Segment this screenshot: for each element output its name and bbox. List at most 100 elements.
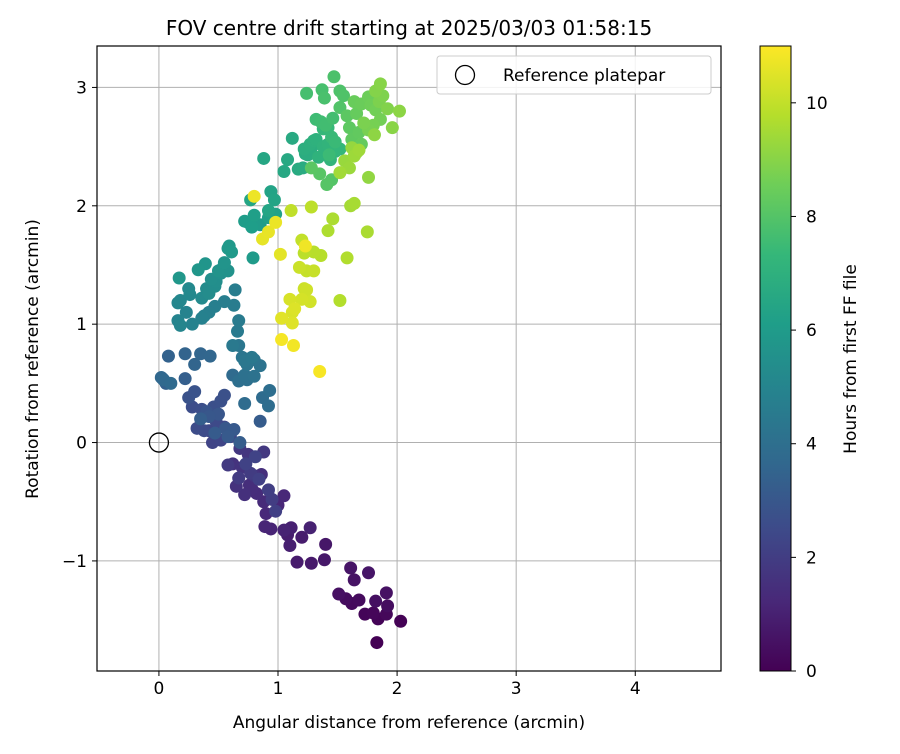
scatter-point	[275, 333, 289, 347]
scatter-point	[172, 271, 186, 285]
colorbar-tick-label: 6	[806, 321, 817, 341]
scatter-point	[173, 318, 187, 332]
scatter-point	[352, 143, 366, 157]
x-axis-label: Angular distance from reference (arcmin)	[233, 713, 585, 733]
scatter-point	[277, 164, 291, 178]
scatter-point	[203, 349, 217, 363]
scatter-point	[178, 347, 192, 361]
y-tick-label: −1	[62, 552, 87, 572]
scatter-point	[226, 338, 240, 352]
scatter-point	[326, 212, 340, 226]
x-tick-label: 2	[392, 679, 403, 699]
scatter-point	[379, 586, 393, 600]
scatter-point	[221, 430, 235, 444]
scatter-point	[217, 388, 231, 402]
colorbar-tick-label: 0	[806, 662, 817, 682]
x-tick-label: 3	[511, 679, 522, 699]
x-tick-label: 1	[273, 679, 284, 699]
colorbar-tick-label: 2	[806, 548, 817, 568]
y-tick-label: 3	[76, 78, 87, 98]
scatter-point	[239, 457, 253, 471]
scatter-point	[352, 593, 366, 607]
scatter-point	[252, 472, 266, 486]
scatter-point	[295, 530, 309, 544]
scatter-point	[288, 302, 302, 316]
scatter-point	[304, 161, 318, 175]
scatter-point	[290, 555, 304, 569]
scatter-point	[217, 256, 231, 270]
scatter-point	[317, 553, 331, 567]
colorbar: 0 2 4 6 8 10 Hours from first FF file	[759, 45, 861, 682]
scatter-point	[221, 458, 235, 472]
scatter-point	[326, 111, 340, 125]
scatter-point	[269, 504, 283, 518]
x-tick-label: 0	[154, 679, 165, 699]
scatter-point	[269, 215, 283, 229]
reference-platepar-marker	[148, 432, 170, 453]
scatter-point	[245, 220, 259, 234]
scatter-point	[362, 170, 376, 184]
scatter-point	[173, 293, 187, 307]
scatter-point	[208, 426, 222, 440]
scatter-point	[319, 537, 333, 551]
scatter-point	[322, 148, 336, 162]
scatter-point	[182, 282, 196, 296]
scatter-point	[392, 104, 406, 118]
scatter-point	[283, 539, 297, 553]
scatter-point	[313, 365, 327, 379]
scatter-point	[321, 224, 335, 238]
legend-label: Reference platepar	[503, 66, 665, 86]
y-tick-label: 1	[76, 315, 87, 335]
legend-box	[436, 55, 712, 95]
scatter-point	[261, 204, 275, 218]
scatter-point	[231, 324, 245, 338]
scatter-point	[232, 471, 246, 485]
colorbar-tick-label: 4	[806, 435, 817, 455]
scatter-point	[328, 135, 342, 149]
scatter-point	[295, 292, 309, 306]
scatter-point	[248, 450, 262, 464]
scatter-point	[258, 520, 272, 534]
colorbar-tick-label: 10	[806, 94, 828, 114]
scatter-point	[360, 225, 374, 239]
chart-title: FOV centre drift starting at 2025/03/03 …	[166, 16, 652, 40]
scatter-point	[185, 317, 199, 331]
y-axis-label: Rotation from reference (arcmin)	[23, 219, 43, 499]
scatter-point	[394, 614, 408, 628]
scatter-point	[362, 566, 376, 580]
scatter-point	[366, 606, 380, 620]
scatter-point	[238, 488, 252, 502]
scatter-point	[261, 225, 275, 239]
scatter-point	[369, 594, 383, 608]
scatter-point	[304, 556, 318, 570]
scatter-point	[381, 102, 395, 116]
legend-marker	[454, 64, 476, 86]
scatter-point	[332, 587, 346, 601]
y-tick-label: 0	[76, 434, 87, 454]
scatter-point	[327, 70, 341, 84]
scatter-point	[317, 91, 331, 105]
scatter-point	[333, 166, 347, 180]
scatter-point	[307, 264, 321, 278]
scatter-point	[179, 305, 193, 319]
scatter-point	[381, 599, 395, 613]
scatter-point	[273, 247, 287, 261]
scatter-point	[238, 368, 252, 382]
y-tick-label: 2	[76, 197, 87, 217]
scatter-point	[261, 483, 275, 497]
scatter-point	[257, 151, 271, 165]
scatter-point	[370, 636, 384, 650]
scatter-point	[238, 396, 252, 410]
colorbar-gradient	[759, 45, 792, 672]
scatter-point	[340, 251, 354, 265]
scatter-point	[232, 314, 246, 328]
scatter-point	[337, 89, 351, 103]
scatter-point	[311, 150, 325, 164]
scatter-point	[188, 385, 202, 399]
scatter-point	[284, 204, 298, 218]
scatter-point	[347, 573, 361, 587]
colorbar-tick-label: 8	[806, 207, 817, 227]
scatter-point	[385, 121, 399, 135]
